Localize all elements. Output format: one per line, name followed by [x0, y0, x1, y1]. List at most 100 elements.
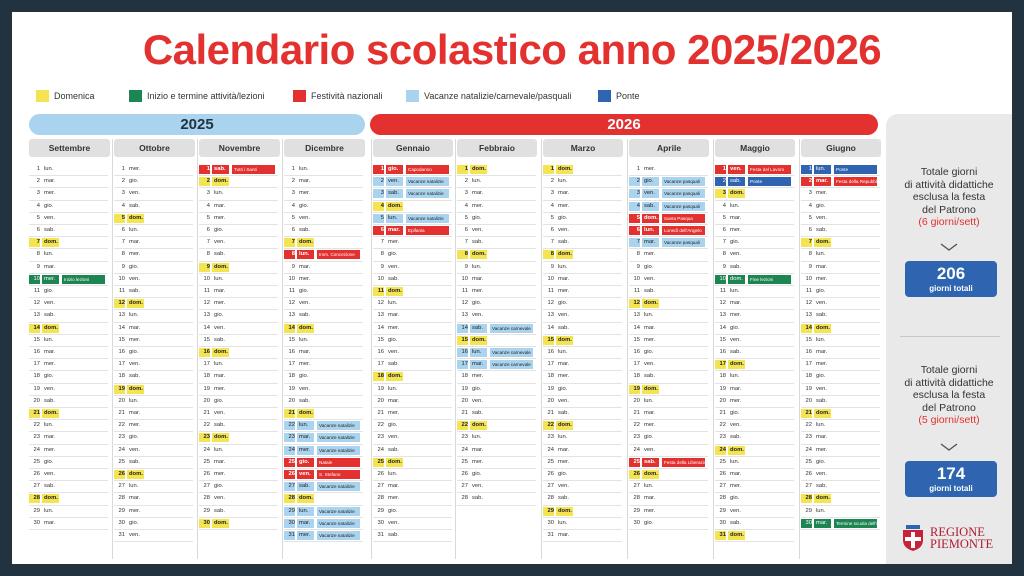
- row-rule: [114, 394, 193, 396]
- weekday-label: gio.: [730, 495, 740, 502]
- weekday-label: mer.: [297, 445, 314, 455]
- event-label: Imm. Concezione: [317, 250, 360, 260]
- row-rule: [457, 175, 536, 177]
- weekday-label: lun.: [214, 190, 224, 197]
- weekday-label: mar.: [129, 324, 141, 331]
- day-number: 22: [118, 422, 125, 429]
- weekday-label: mar.: [472, 275, 484, 282]
- weekday-label: gio.: [44, 288, 54, 294]
- day-row: 31 mar.: [543, 530, 626, 543]
- totals-panel: Totale giorni di attività didattiche esc…: [886, 114, 1012, 564]
- day-number: 4: [808, 202, 812, 209]
- row-rule: [373, 382, 452, 384]
- weekday-label: gio.: [816, 373, 826, 380]
- day-number: 9: [36, 263, 40, 270]
- row-rule: [199, 199, 278, 201]
- day-row: 1 dom.: [457, 164, 540, 177]
- event-label: Vacanze natalizie: [317, 518, 360, 528]
- day-number: 10: [547, 275, 554, 282]
- weekday-label: sab.: [44, 397, 55, 404]
- event-label: Ponte: [748, 177, 791, 187]
- day-number: 3: [629, 189, 640, 199]
- day-number: 28: [29, 494, 40, 504]
- row-rule: [114, 297, 193, 299]
- row-rule: [373, 309, 452, 311]
- day-row: 29 lun. Vacanze natalizie: [284, 506, 367, 518]
- day-number: 26: [805, 471, 812, 477]
- day-row: 1 lun.: [29, 164, 112, 177]
- day-number: 31: [284, 531, 295, 540]
- day-number: 10: [377, 275, 384, 282]
- event-label: Vacanze natalizie: [406, 177, 449, 187]
- day-row: 8 dom.: [543, 249, 626, 262]
- row-rule: [114, 345, 193, 347]
- row-rule: [284, 199, 363, 201]
- weekday-label: mer.: [214, 385, 226, 392]
- day-number: 26: [33, 471, 40, 477]
- weekday-label: sab.: [558, 495, 569, 502]
- day-number: 3: [206, 190, 210, 197]
- row-rule: [29, 419, 108, 421]
- row-rule: [373, 358, 452, 360]
- row-rule: [373, 431, 452, 433]
- caption-note: (5 giorni/sett): [918, 414, 980, 426]
- day-number: 20: [33, 397, 40, 404]
- day-row: 21 sab.: [457, 408, 540, 421]
- row-rule: [373, 394, 452, 396]
- row-rule: [373, 492, 452, 494]
- day-row: 18 gio.: [801, 371, 884, 384]
- weekday-label: dom.: [728, 274, 745, 284]
- day-number: 27: [377, 483, 384, 490]
- weekday-label: gio.: [299, 202, 309, 209]
- day-number: 14: [633, 324, 640, 331]
- day-row: 6 sab.: [801, 225, 884, 238]
- day-row: 6 sab.: [284, 225, 367, 238]
- row-rule: [284, 382, 363, 384]
- day-row: 22 dom.: [457, 420, 540, 433]
- weekday-label: gio.: [730, 410, 740, 416]
- weekday-label: ven.: [472, 312, 483, 319]
- row-rule: [114, 419, 193, 421]
- row-rule: [284, 419, 363, 421]
- weekday-label: gio.: [388, 251, 398, 258]
- day-number: 17: [118, 361, 125, 368]
- day-row: 17 dom.: [715, 359, 798, 372]
- weekday-label: mar.: [129, 495, 141, 502]
- row-rule: [715, 504, 794, 506]
- weekday-label: gio.: [129, 263, 139, 270]
- day-row: 19 ven.: [801, 384, 884, 396]
- day-row: 5 mar.: [715, 213, 798, 225]
- day-row: 15 ven.: [715, 335, 798, 347]
- row-rule: [543, 455, 622, 457]
- row-rule: [543, 236, 622, 238]
- legend-item-vacations: Vacanze natalizie/carnevale/pasquali: [406, 90, 571, 102]
- day-number: 20: [203, 397, 210, 404]
- day-row: 12 dom.: [629, 298, 712, 311]
- day-number: 19: [805, 385, 812, 392]
- row-rule: [284, 321, 363, 323]
- day-number: 30: [801, 518, 812, 528]
- total-value: 206: [936, 264, 966, 283]
- row-rule: [801, 199, 880, 201]
- weekday-label: gio.: [44, 458, 54, 465]
- day-row: 15 lun.: [284, 335, 367, 347]
- row-rule: [373, 175, 452, 177]
- weekday-label: dom.: [42, 238, 59, 248]
- row-rule: [284, 260, 363, 262]
- day-number: 27: [805, 483, 812, 490]
- weekday-label: mar.: [214, 458, 226, 465]
- column-divider: [541, 139, 542, 559]
- day-row: 29 lun.: [29, 506, 112, 518]
- day-number: 9: [636, 263, 640, 270]
- day-number: 12: [33, 300, 40, 307]
- row-rule: [114, 284, 193, 286]
- day-row: 18 mar.: [199, 371, 282, 384]
- day-number: 30: [633, 519, 640, 526]
- column-divider: [371, 139, 372, 559]
- day-row: 9 gio.: [114, 262, 197, 274]
- row-rule: [543, 260, 622, 262]
- weekday-label: mer.: [388, 324, 400, 331]
- weekday-label: gio.: [816, 458, 826, 465]
- row-rule: [543, 370, 622, 372]
- day-number: 15: [805, 336, 812, 343]
